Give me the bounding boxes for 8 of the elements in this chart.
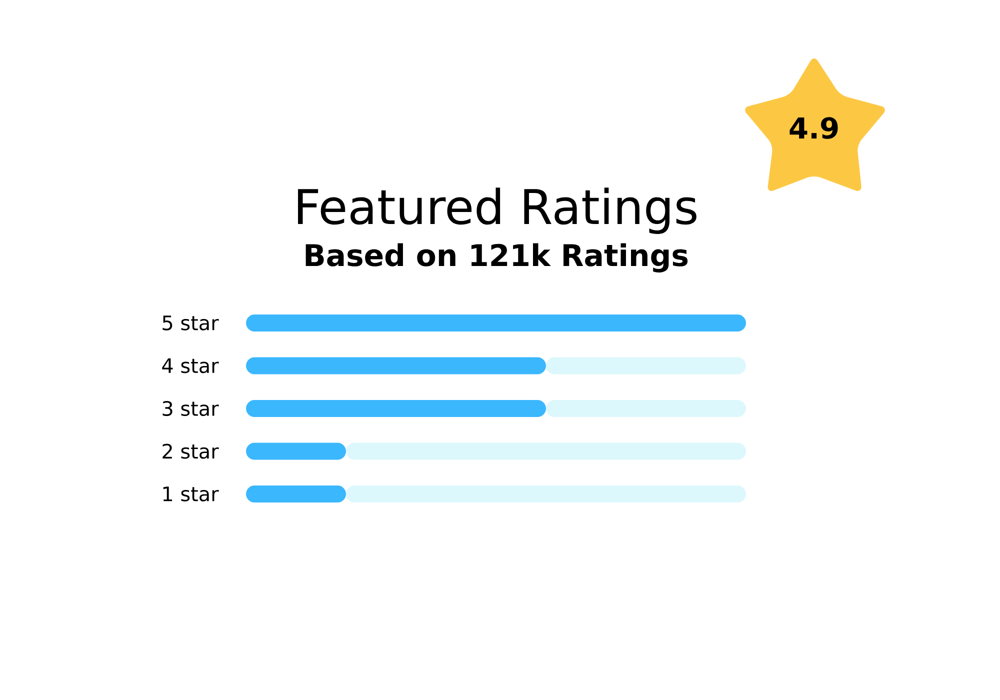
chart-subtitle: Based on 121k Ratings (306, 243, 688, 272)
text: 4.9 (790, 117, 838, 139)
y-tick-label: 1 star (163, 486, 219, 502)
chart-title: Featured Ratings (298, 188, 696, 234)
y-tick-label: 5 star (162, 316, 219, 330)
y-tick-label: 2 star (162, 444, 219, 459)
y-tick-label: 3 star (162, 400, 219, 416)
y-tick-label: 4 star (162, 358, 219, 374)
